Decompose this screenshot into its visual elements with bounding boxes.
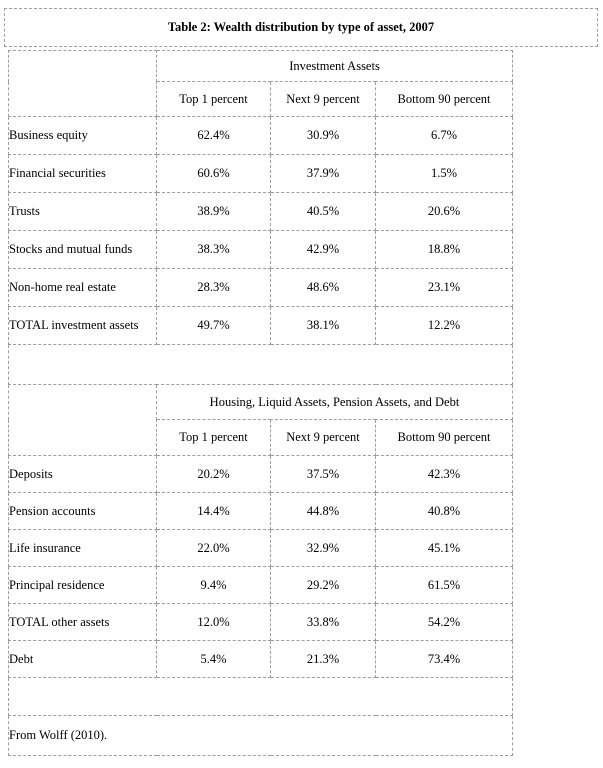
table-row-life-insurance: Life insurance 22.0% 32.9% 45.1%: [8, 529, 514, 567]
cell-value: 22.0%: [156, 529, 271, 567]
table-row-trusts: Trusts 38.9% 40.5% 20.6%: [8, 192, 514, 231]
cell-value: 73.4%: [374, 640, 514, 678]
cell-value: 45.1%: [374, 529, 514, 567]
cell-value: 20.2%: [156, 455, 271, 493]
cell-value: 12.0%: [156, 603, 271, 641]
table-title: Table 2: Wealth distribution by type of …: [167, 20, 435, 34]
cell-value: 37.5%: [270, 455, 376, 493]
table-row-stocks-and-mutual-funds: Stocks and mutual funds 38.3% 42.9% 18.8…: [8, 230, 514, 269]
cell-value: 49.7%: [156, 306, 271, 345]
cell-value: 20.6%: [374, 192, 514, 231]
row-label: Life insurance: [8, 529, 157, 567]
column-header-bottom-90-percent: Bottom 90 percent: [374, 81, 514, 117]
table-row-financial-securities: Financial securities 60.6% 37.9% 1.5%: [8, 154, 514, 193]
cell-value: 9.4%: [156, 566, 271, 604]
section-2-column-headers: Top 1 percent Next 9 percent Bottom 90 p…: [9, 419, 514, 456]
cell-value: 12.2%: [374, 306, 514, 345]
cell-value: 29.2%: [270, 566, 376, 604]
row-label: Non-home real estate: [8, 268, 157, 307]
section-2-header-row: Housing, Liquid Assets, Pension Assets, …: [8, 384, 514, 456]
section-1-header-row: Investment Assets: [8, 50, 514, 117]
cell-value: 23.1%: [374, 268, 514, 307]
spacer-cell: [7, 677, 514, 716]
table-row-business-equity: Business equity 62.4% 30.9% 6.7%: [8, 116, 514, 155]
cell-value: 61.5%: [374, 566, 514, 604]
cell-value: 48.6%: [270, 268, 376, 307]
cell-value: 6.7%: [374, 116, 514, 155]
table-row-non-home-real-estate: Non-home real estate 28.3% 48.6% 23.1%: [8, 268, 514, 307]
wealth-distribution-table: Investment Assets Top 1 percent Next 9 p…: [7, 50, 514, 756]
row-label: Deposits: [8, 455, 157, 493]
row-label: Stocks and mutual funds: [8, 230, 157, 269]
row-label: Financial securities: [8, 154, 157, 193]
corner-cell-section-1: [8, 50, 157, 117]
cell-value: 5.4%: [156, 640, 271, 678]
cell-value: 44.8%: [270, 492, 376, 530]
column-header-bottom-90-percent: Bottom 90 percent: [374, 419, 514, 456]
table-row-debt: Debt 5.4% 21.3% 73.4%: [8, 640, 514, 678]
row-label: TOTAL investment assets: [8, 306, 157, 345]
row-label: Debt: [8, 640, 157, 678]
section-1-column-headers: Top 1 percent Next 9 percent Bottom 90 p…: [9, 81, 514, 117]
source-note: From Wolff (2010).: [7, 715, 514, 756]
row-label: TOTAL other assets: [8, 603, 157, 641]
cell-value: 60.6%: [156, 154, 271, 193]
cell-value: 42.3%: [374, 455, 514, 493]
cell-value: 28.3%: [156, 268, 271, 307]
row-label: Business equity: [8, 116, 157, 155]
cell-value: 21.3%: [270, 640, 376, 678]
cell-value: 18.8%: [374, 230, 514, 269]
column-header-next-9-percent: Next 9 percent: [270, 81, 376, 117]
table-title-box: Table 2: Wealth distribution by type of …: [4, 8, 598, 47]
cell-value: 40.5%: [270, 192, 376, 231]
table-row-total-investment-assets: TOTAL investment assets 49.7% 38.1% 12.2…: [8, 306, 514, 345]
section-2-header: Housing, Liquid Assets, Pension Assets, …: [155, 384, 514, 420]
cell-value: 33.8%: [270, 603, 376, 641]
cell-value: 14.4%: [156, 492, 271, 530]
cell-value: 37.9%: [270, 154, 376, 193]
cell-value: 38.9%: [156, 192, 271, 231]
table-row-deposits: Deposits 20.2% 37.5% 42.3%: [8, 455, 514, 493]
row-label: Trusts: [8, 192, 157, 231]
footer-spacer-row: [7, 677, 514, 716]
column-header-top-1-percent: Top 1 percent: [156, 419, 271, 456]
row-label: Principal residence: [8, 566, 157, 604]
cell-value: 30.9%: [270, 116, 376, 155]
cell-value: 62.4%: [156, 116, 271, 155]
source-note-row: From Wolff (2010).: [7, 715, 514, 756]
spacer-cell: [7, 344, 514, 385]
cell-value: 40.8%: [374, 492, 514, 530]
section-spacer-row: [7, 344, 514, 385]
column-header-top-1-percent: Top 1 percent: [156, 81, 271, 117]
table-row-total-other-assets: TOTAL other assets 12.0% 33.8% 54.2%: [8, 603, 514, 641]
cell-value: 32.9%: [270, 529, 376, 567]
cell-value: 42.9%: [270, 230, 376, 269]
section-1-header: Investment Assets: [155, 50, 514, 82]
corner-cell-section-2: [8, 384, 157, 456]
cell-value: 38.3%: [156, 230, 271, 269]
table-row-principal-residence: Principal residence 9.4% 29.2% 61.5%: [8, 566, 514, 604]
cell-value: 54.2%: [374, 603, 514, 641]
table-row-pension-accounts: Pension accounts 14.4% 44.8% 40.8%: [8, 492, 514, 530]
cell-value: 38.1%: [270, 306, 376, 345]
cell-value: 1.5%: [374, 154, 514, 193]
column-header-next-9-percent: Next 9 percent: [270, 419, 376, 456]
row-label: Pension accounts: [8, 492, 157, 530]
